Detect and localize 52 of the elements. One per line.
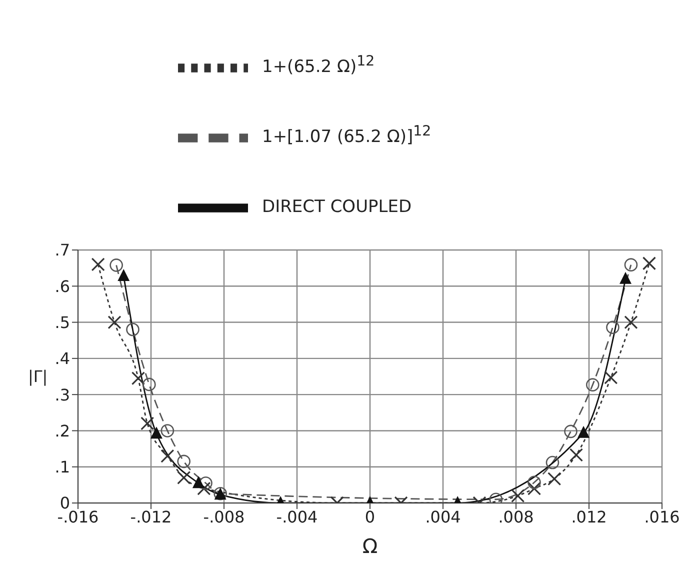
point	[604, 370, 618, 384]
x-tick-label: -.004	[276, 507, 318, 526]
point	[192, 476, 204, 488]
y-tick-label: .1	[54, 458, 70, 477]
point	[624, 315, 638, 330]
point	[642, 256, 656, 270]
point	[131, 372, 146, 386]
point	[126, 322, 140, 336]
point	[150, 426, 162, 439]
point	[177, 454, 190, 468]
point	[118, 269, 130, 282]
legend-label: 1+(65.2 Ω)$^{12}$	[262, 53, 375, 77]
legend-label: 1+[1.07 (65.2 Ω)]$^{12}$	[262, 123, 432, 147]
point	[528, 476, 541, 490]
y-tick-label: .7	[54, 240, 70, 260]
y-tick-label: .4	[54, 349, 70, 368]
point	[110, 258, 123, 272]
point	[527, 482, 542, 496]
point	[177, 470, 191, 484]
point	[197, 482, 211, 496]
point	[586, 378, 600, 392]
x-tick-label: .012	[571, 507, 607, 526]
point	[160, 424, 174, 438]
point	[624, 258, 638, 272]
point	[606, 320, 620, 334]
x-axis-title: Ω	[362, 534, 378, 558]
point	[546, 456, 560, 470]
y-tick-label: .3	[54, 385, 70, 404]
y-tick-label: .2	[54, 421, 70, 440]
y-tick-label: .6	[54, 276, 70, 296]
point	[140, 416, 154, 430]
y-tick-label: .5	[54, 312, 70, 332]
point	[564, 424, 578, 438]
legend-label: DIRECT COUPLED	[262, 196, 412, 217]
point	[108, 315, 122, 330]
point	[91, 258, 105, 272]
point	[511, 488, 525, 503]
point	[578, 426, 590, 438]
y-axis-title: |Γ|	[28, 367, 48, 386]
point	[142, 378, 156, 392]
x-tick-label: -.008	[203, 507, 245, 526]
y-tick-label: 0	[60, 494, 70, 513]
x-tick-label: .004	[425, 507, 461, 526]
x-tick-label: .008	[498, 507, 534, 526]
point	[199, 476, 212, 490]
point	[620, 272, 632, 284]
point	[569, 448, 584, 462]
point	[160, 449, 174, 463]
x-tick-label: -.012	[130, 507, 172, 526]
x-tick-label: .016	[644, 507, 680, 526]
point	[548, 472, 562, 486]
x-tick-label: 0	[364, 507, 376, 526]
